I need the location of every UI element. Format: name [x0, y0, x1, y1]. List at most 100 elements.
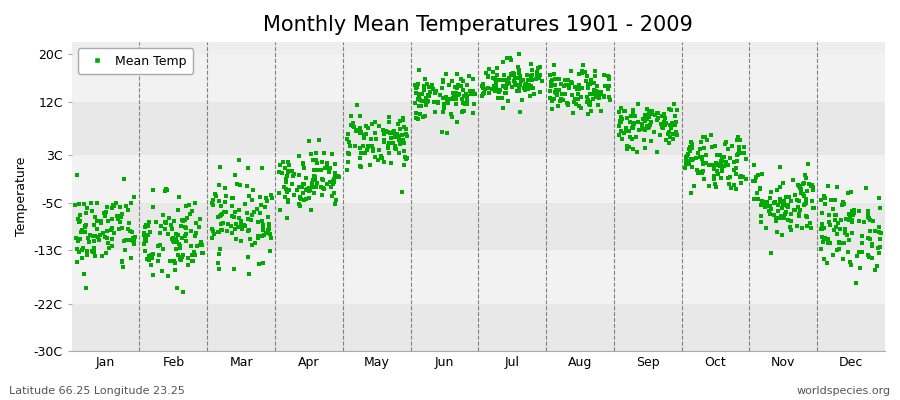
Point: [212, 229, 226, 236]
Point: [590, 83, 604, 89]
Point: [750, 190, 764, 196]
Point: [363, 162, 377, 169]
Point: [467, 90, 482, 97]
Point: [123, 200, 138, 207]
Point: [246, 187, 260, 194]
Point: [511, 66, 526, 73]
Point: [635, 121, 650, 127]
Point: [119, 202, 133, 209]
Point: [531, 64, 545, 71]
Point: [72, 212, 86, 218]
Point: [796, 181, 811, 188]
Point: [422, 93, 436, 99]
Point: [816, 224, 831, 231]
Point: [544, 79, 558, 86]
Point: [685, 156, 699, 163]
Point: [872, 195, 886, 202]
Point: [698, 134, 713, 140]
Point: [435, 129, 449, 136]
Point: [367, 154, 382, 160]
Point: [414, 103, 428, 109]
Point: [75, 254, 89, 261]
Point: [245, 242, 259, 248]
Point: [737, 144, 751, 150]
Point: [747, 196, 761, 202]
Point: [185, 258, 200, 264]
Point: [303, 187, 318, 194]
Point: [74, 229, 88, 236]
Point: [350, 127, 365, 133]
Point: [258, 204, 273, 210]
Point: [670, 106, 684, 113]
Point: [592, 95, 607, 101]
Point: [283, 162, 297, 168]
Point: [76, 201, 91, 207]
Point: [428, 109, 442, 115]
Point: [763, 206, 778, 212]
Point: [116, 264, 130, 270]
Point: [544, 82, 558, 89]
Point: [419, 95, 434, 101]
Point: [426, 86, 440, 92]
Point: [823, 240, 837, 246]
Point: [238, 223, 252, 229]
Text: worldspecies.org: worldspecies.org: [796, 386, 891, 396]
Point: [504, 57, 518, 63]
Point: [395, 132, 410, 138]
Point: [281, 199, 295, 205]
Point: [178, 224, 193, 230]
Point: [320, 160, 335, 167]
Point: [758, 199, 772, 205]
Point: [292, 195, 307, 201]
Point: [564, 80, 579, 87]
Point: [292, 201, 306, 207]
Point: [397, 161, 411, 168]
Point: [488, 88, 502, 94]
Point: [799, 175, 814, 181]
Point: [612, 123, 626, 129]
Point: [638, 112, 652, 118]
Point: [412, 91, 427, 97]
Point: [613, 118, 627, 124]
Point: [112, 219, 127, 225]
Point: [770, 215, 785, 222]
Point: [114, 214, 129, 220]
Point: [865, 243, 879, 249]
Point: [326, 181, 340, 187]
Point: [533, 89, 547, 95]
Point: [119, 236, 133, 243]
Point: [121, 207, 135, 214]
Point: [525, 77, 539, 83]
Point: [128, 233, 142, 240]
Point: [206, 202, 220, 208]
Point: [184, 208, 199, 214]
Point: [626, 124, 641, 131]
Point: [776, 213, 790, 219]
Point: [68, 202, 83, 208]
Point: [377, 158, 392, 165]
Point: [602, 76, 616, 82]
Point: [586, 95, 600, 102]
Point: [748, 178, 762, 184]
Point: [772, 199, 787, 205]
Point: [824, 196, 838, 203]
Point: [178, 232, 193, 239]
Point: [146, 204, 160, 210]
Point: [621, 144, 635, 150]
Point: [397, 140, 411, 146]
Point: [259, 230, 274, 236]
Point: [80, 204, 94, 211]
Point: [572, 82, 586, 88]
Point: [489, 86, 503, 92]
Point: [230, 180, 245, 187]
Point: [783, 224, 797, 230]
Point: [98, 213, 112, 220]
Point: [341, 131, 356, 137]
Point: [395, 137, 410, 144]
Point: [553, 98, 567, 104]
Point: [507, 71, 521, 77]
Point: [654, 113, 669, 120]
Point: [272, 190, 286, 196]
Point: [214, 212, 229, 218]
Point: [508, 82, 522, 88]
